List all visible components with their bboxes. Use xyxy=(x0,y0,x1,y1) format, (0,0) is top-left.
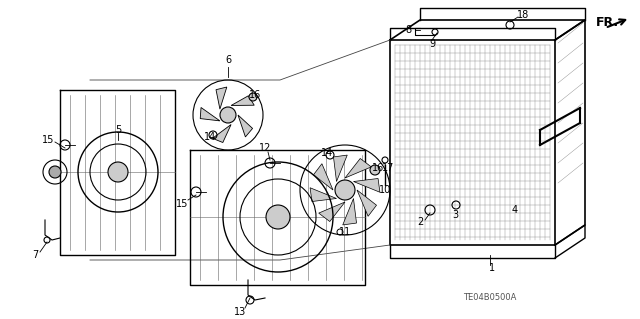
Text: 10: 10 xyxy=(379,185,391,195)
Polygon shape xyxy=(238,115,253,137)
Text: TE04B0500A: TE04B0500A xyxy=(463,293,516,302)
Text: 13: 13 xyxy=(234,307,246,317)
Polygon shape xyxy=(212,124,231,143)
Text: 4: 4 xyxy=(512,205,518,215)
Text: 11: 11 xyxy=(339,227,351,237)
Circle shape xyxy=(370,165,380,175)
Text: 7: 7 xyxy=(32,250,38,260)
Polygon shape xyxy=(345,159,371,178)
Polygon shape xyxy=(200,108,220,121)
Text: 14: 14 xyxy=(321,148,333,158)
Polygon shape xyxy=(231,96,254,106)
Text: 14: 14 xyxy=(204,132,216,142)
Circle shape xyxy=(49,166,61,178)
Text: 15: 15 xyxy=(42,135,54,145)
Circle shape xyxy=(108,162,128,182)
Polygon shape xyxy=(357,190,376,216)
Text: 12: 12 xyxy=(259,143,271,153)
Circle shape xyxy=(249,93,257,101)
Text: 18: 18 xyxy=(517,10,529,20)
Text: 8: 8 xyxy=(405,25,411,35)
Text: 17: 17 xyxy=(382,163,394,173)
Polygon shape xyxy=(353,178,380,192)
Polygon shape xyxy=(314,164,333,190)
Circle shape xyxy=(266,205,290,229)
Text: 15: 15 xyxy=(176,199,188,209)
Text: 2: 2 xyxy=(417,217,423,227)
Text: 5: 5 xyxy=(115,125,121,135)
Text: 6: 6 xyxy=(225,55,231,65)
Polygon shape xyxy=(343,198,356,225)
Polygon shape xyxy=(310,188,337,202)
Circle shape xyxy=(335,180,355,200)
Text: FR.: FR. xyxy=(596,16,619,28)
Text: 1: 1 xyxy=(489,263,495,273)
Text: 3: 3 xyxy=(452,210,458,220)
Text: 16: 16 xyxy=(249,90,261,100)
Circle shape xyxy=(220,107,236,123)
Text: 16: 16 xyxy=(372,163,384,173)
Polygon shape xyxy=(333,155,348,182)
Polygon shape xyxy=(216,87,227,109)
Polygon shape xyxy=(319,202,345,221)
Text: 9: 9 xyxy=(429,39,435,49)
